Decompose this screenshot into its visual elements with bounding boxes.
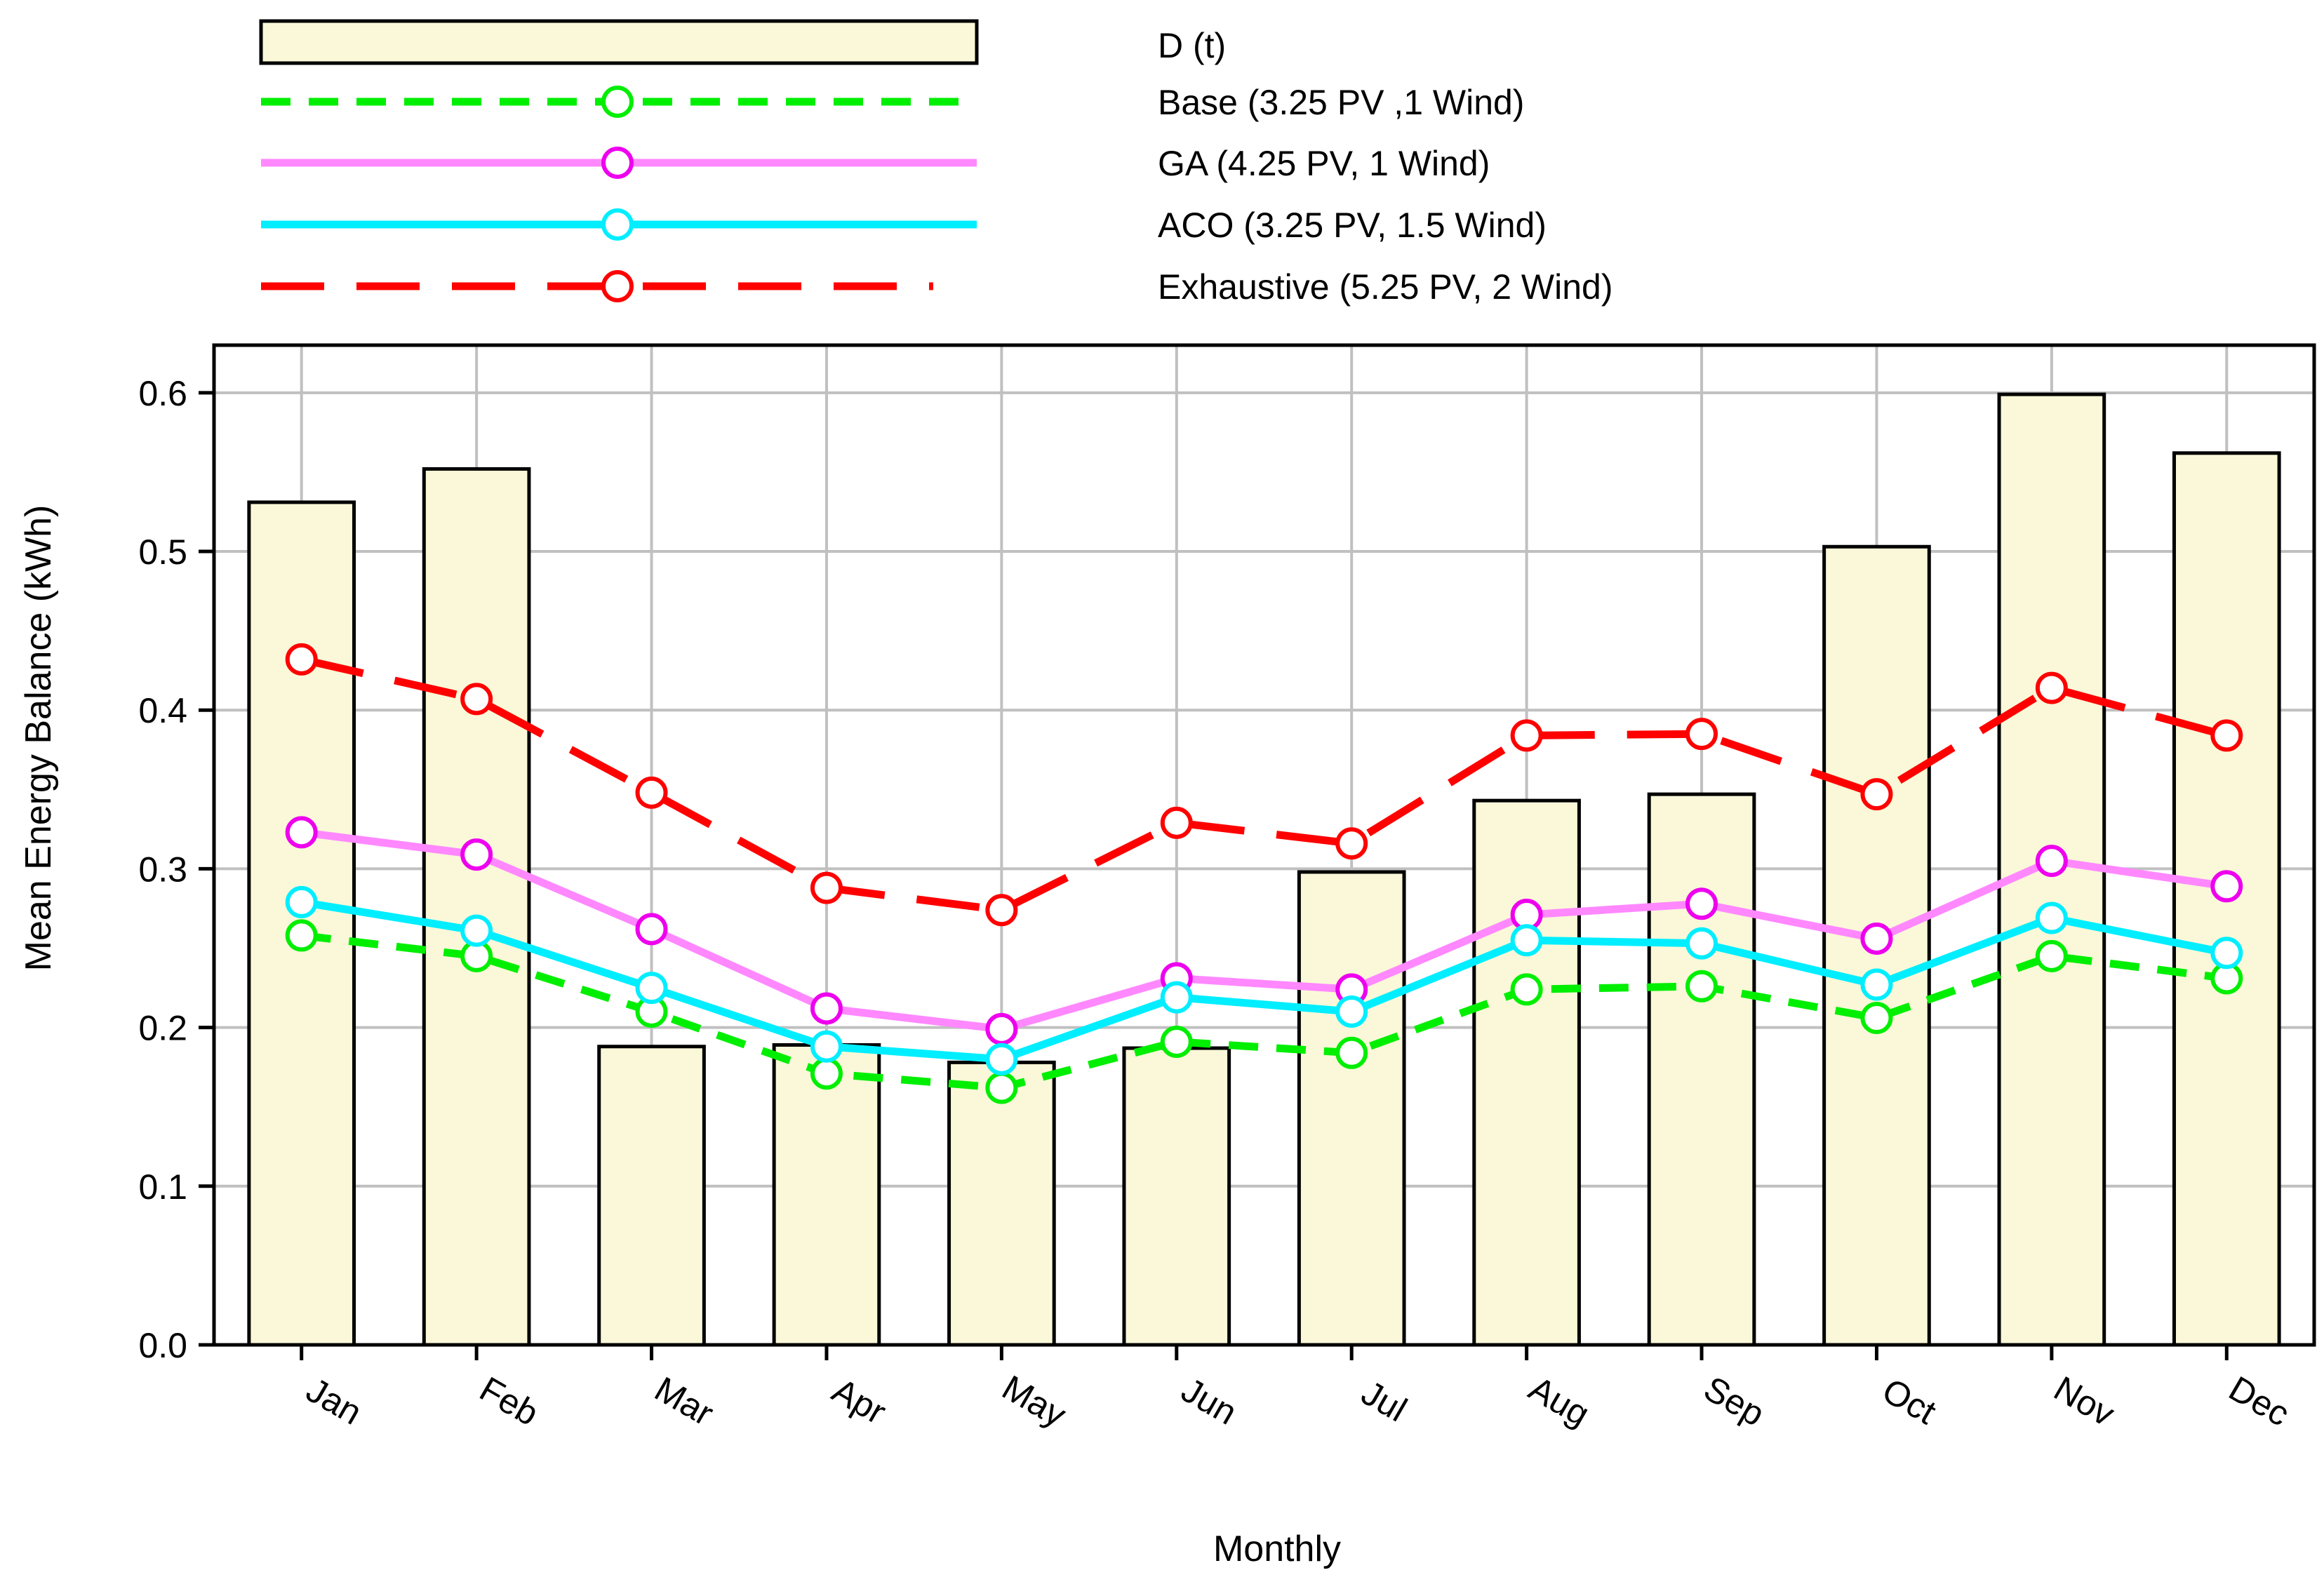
series-marker xyxy=(985,1042,1018,1075)
series-line-3 xyxy=(300,655,2228,914)
series-marker xyxy=(285,643,318,676)
series-marker xyxy=(2035,939,2068,972)
y-axis-title: Mean Energy Balance (kWh) xyxy=(18,505,59,972)
x-tick-label: Jul xyxy=(1355,1373,1413,1429)
series-marker xyxy=(1510,719,1543,752)
bar xyxy=(597,1045,706,1347)
legend-marker-2 xyxy=(601,208,634,241)
series-marker xyxy=(1860,778,1893,811)
series-marker xyxy=(1335,1036,1368,1069)
x-tick-label: Dec xyxy=(2222,1369,2296,1434)
x-tick-label: May xyxy=(996,1367,1073,1435)
x-tick-label: Sep xyxy=(1697,1369,1771,1434)
plot-frame xyxy=(212,343,2316,1347)
series-marker xyxy=(810,1030,843,1063)
series-marker xyxy=(1160,1025,1193,1058)
series-marker xyxy=(810,871,843,904)
series-marker xyxy=(2035,845,2068,878)
series-marker xyxy=(1685,927,1718,960)
series-marker xyxy=(1685,970,1718,1003)
series-marker xyxy=(635,972,668,1005)
legend-marker-1 xyxy=(601,147,634,179)
series-marker xyxy=(1860,1002,1893,1035)
y-tick-label: 0.1 xyxy=(138,1167,187,1207)
series-marker xyxy=(460,838,493,871)
legend-label-series: GA (4.25 PV, 1 Wind) xyxy=(1158,144,1490,183)
legend-marker-3 xyxy=(601,270,634,302)
series-marker xyxy=(810,1057,843,1090)
x-tick-label: Mar xyxy=(648,1369,721,1434)
x-tick-label: Apr xyxy=(826,1371,893,1432)
bar xyxy=(422,467,531,1347)
series-marker xyxy=(1860,968,1893,1001)
bar xyxy=(1472,798,1581,1347)
bar xyxy=(1297,870,1406,1347)
series-marker xyxy=(985,1071,1018,1104)
series-marker xyxy=(1160,981,1193,1014)
bar xyxy=(772,1043,881,1347)
legend: D (t) Base (3.25 PV ,1 Wind) GA (4.25 PV,… xyxy=(259,19,1613,307)
bar xyxy=(1122,1046,1231,1347)
x-tick-label: Oct xyxy=(1876,1371,1942,1432)
bars xyxy=(247,392,2281,1347)
y-tick-label: 0.6 xyxy=(138,374,187,413)
series-marker xyxy=(635,776,668,809)
x-tick-label: Aug xyxy=(1523,1369,1596,1434)
y-tick-label: 0.2 xyxy=(138,1009,187,1048)
plot-area: 0.0 0.1 0.2 0.3 0.4 0.5 0.6 Jan Feb Mar Apr May Jun J… xyxy=(138,343,2316,1435)
series-marker xyxy=(2210,719,2243,752)
legend-item-bars: D (t) xyxy=(259,19,1226,65)
series-marker xyxy=(985,894,1018,927)
series-line-2 xyxy=(300,898,2228,1064)
series-marker xyxy=(285,885,318,918)
y-tick-label: 0.5 xyxy=(138,532,187,572)
series-marker xyxy=(285,816,318,849)
series-marker xyxy=(985,1012,1018,1045)
legend-label-series: Exhaustive (5.25 PV, 2 Wind) xyxy=(1158,267,1613,307)
series-marker xyxy=(2210,937,2243,970)
y-tick-label: 0.4 xyxy=(138,691,187,730)
legend-label-series: ACO (3.25 PV, 1.5 Wind) xyxy=(1158,206,1547,245)
legend-swatch-bar xyxy=(259,19,979,65)
series-lines xyxy=(285,643,2243,1104)
series-marker xyxy=(2210,870,2243,903)
series-marker xyxy=(1510,924,1543,957)
x-tick-label: Jun xyxy=(1175,1370,1243,1433)
series-marker xyxy=(1335,995,1368,1028)
x-axis-title: Monthly xyxy=(1213,1529,1341,1569)
legend-label-series: Base (3.25 PV ,1 Wind) xyxy=(1158,83,1524,122)
y-tick-label: 0.3 xyxy=(138,850,187,889)
legend-label-bars: D (t) xyxy=(1158,26,1226,65)
series-marker xyxy=(1335,827,1368,860)
series-marker xyxy=(2035,671,2068,704)
series-marker xyxy=(1685,887,1718,920)
series-line-0 xyxy=(301,931,2227,1092)
bar xyxy=(947,1060,1056,1347)
series-marker xyxy=(810,992,843,1025)
series-marker xyxy=(1685,718,1718,751)
x-tick-label: Nov xyxy=(2048,1369,2121,1434)
series-marker xyxy=(2035,901,2068,934)
series-marker xyxy=(460,914,493,947)
series-marker xyxy=(635,913,668,946)
bar xyxy=(1647,792,1756,1347)
series-line-1 xyxy=(301,828,2228,1033)
series-marker xyxy=(1160,806,1193,839)
x-tick-label: Feb xyxy=(473,1369,545,1433)
series-marker xyxy=(285,919,318,952)
x-tick-label: Jan xyxy=(300,1370,368,1433)
y-tick-label: 0.0 xyxy=(138,1326,187,1365)
legend-marker-0 xyxy=(601,86,634,118)
legend-series-items: Base (3.25 PV ,1 Wind) GA (4.25 PV, 1 Win… xyxy=(261,83,1613,307)
series-marker xyxy=(1860,922,1893,955)
series-marker xyxy=(460,683,493,716)
series-marker xyxy=(1510,973,1543,1006)
